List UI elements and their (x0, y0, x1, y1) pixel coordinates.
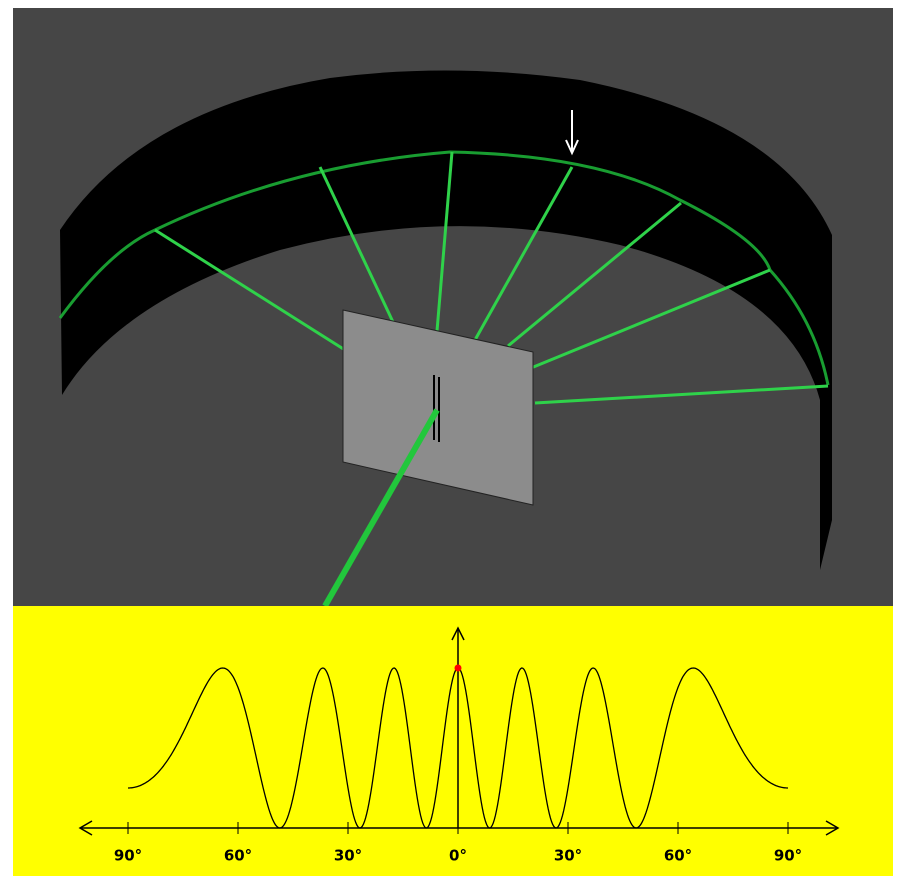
tick-label: 60° (224, 847, 252, 865)
marker[interactable] (455, 665, 462, 672)
simulation: 90° 60° 30° 0° 30° 60° 90° (0, 0, 899, 881)
tick-label: 60° (664, 847, 692, 865)
page: {"pattern_axis": {"tick_labels": ["90°",… (0, 0, 899, 881)
tick-label: 90° (774, 847, 802, 865)
tick-label: 90° (114, 847, 142, 865)
tick-label: 0° (449, 847, 467, 865)
tick-label: 30° (334, 847, 362, 865)
tick-label: 30° (554, 847, 582, 865)
plot-background (13, 606, 893, 876)
